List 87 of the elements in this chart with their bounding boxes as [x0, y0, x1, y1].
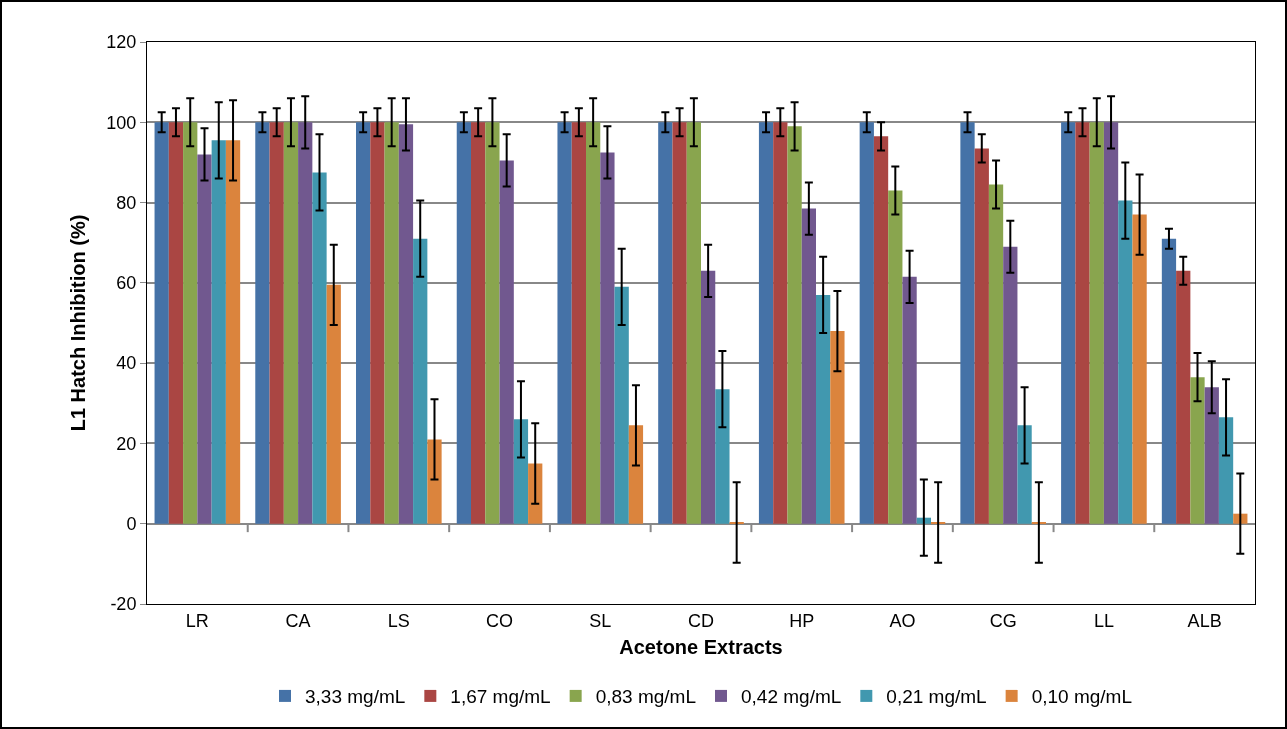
- y-tick-label: 100: [106, 112, 137, 133]
- bar: [859, 122, 874, 524]
- bar: [183, 122, 198, 524]
- bar: [211, 140, 226, 524]
- y-tick-label: 20: [116, 433, 137, 454]
- x-tick-label: AO: [889, 610, 916, 631]
- bar: [269, 122, 284, 524]
- bar: [902, 276, 917, 524]
- y-tick-label: -20: [110, 594, 137, 615]
- x-axis-title: Acetone Extracts: [619, 636, 783, 659]
- bar: [1161, 238, 1177, 524]
- bar: [1218, 417, 1234, 524]
- bar: [672, 122, 687, 524]
- bar: [456, 122, 472, 524]
- x-tick-label: HP: [789, 610, 815, 631]
- bar: [758, 122, 774, 524]
- y-tick-label: 80: [116, 192, 137, 213]
- bar: [1003, 246, 1018, 524]
- legend-label: 1,67 mg/mL: [450, 686, 551, 708]
- y-axis-title: L1 Hatch Inhibition (%): [66, 214, 89, 432]
- bar: [1089, 122, 1104, 524]
- legend-label: 0,21 mg/mL: [886, 686, 987, 708]
- bar: [298, 122, 313, 524]
- bar: [988, 184, 1004, 524]
- bar: [1132, 214, 1147, 524]
- bar: [628, 425, 644, 524]
- bar: [326, 284, 341, 524]
- bar: [485, 122, 500, 524]
- bar: [974, 148, 989, 524]
- bar: [787, 126, 802, 524]
- bar: [557, 122, 572, 524]
- bar: [830, 331, 845, 524]
- bar: [816, 294, 831, 524]
- y-tick-label: 40: [116, 353, 137, 374]
- bar: [398, 124, 414, 524]
- x-tick-label: ALB: [1187, 610, 1222, 631]
- bar: [1103, 122, 1119, 524]
- y-tick-label: 0: [126, 514, 137, 535]
- legend-label: 3,33 mg/mL: [305, 686, 406, 708]
- bar: [658, 122, 673, 524]
- bar: [370, 122, 385, 524]
- bar: [1017, 425, 1032, 524]
- bar: [571, 122, 586, 524]
- bar: [312, 172, 327, 524]
- bar: [154, 122, 169, 524]
- bar: [686, 122, 701, 524]
- bar: [255, 122, 270, 524]
- legend-label: 0,10 mg/mL: [1031, 686, 1132, 708]
- bar: [1118, 200, 1133, 524]
- y-tick-label: 120: [106, 32, 137, 53]
- bar: [197, 154, 212, 524]
- x-tick-label: CG: [989, 610, 1017, 631]
- bar: [1204, 387, 1219, 524]
- bar: [513, 419, 529, 524]
- bar: [1061, 122, 1076, 524]
- bar: [384, 122, 399, 524]
- bar: [888, 190, 903, 524]
- x-tick-label: LL: [1093, 610, 1114, 631]
- bar: [773, 122, 788, 524]
- bar: [715, 389, 730, 524]
- bar: [283, 122, 299, 524]
- bar: [701, 270, 716, 524]
- bar: [586, 122, 601, 524]
- y-tick-label: 60: [116, 273, 137, 294]
- bar: [600, 152, 615, 524]
- bar: [356, 122, 371, 524]
- x-tick-label: CO: [486, 610, 514, 631]
- legend-label: 0,42 mg/mL: [740, 686, 842, 708]
- bar: [1075, 122, 1090, 524]
- bar: [873, 136, 889, 524]
- x-tick-label: CD: [688, 610, 714, 631]
- bar: [168, 122, 184, 524]
- bar: [960, 122, 975, 524]
- x-tick-label: CA: [285, 610, 311, 631]
- x-tick-label: SL: [589, 610, 612, 631]
- bar: [499, 160, 514, 524]
- x-tick-label: LR: [185, 610, 209, 631]
- x-tick-label: LS: [387, 610, 410, 631]
- bar: [413, 238, 428, 524]
- legend-label: 0,83 mg/mL: [595, 686, 696, 708]
- bar: [471, 122, 486, 524]
- bar: [427, 439, 442, 524]
- bar: [1176, 270, 1191, 524]
- bar: [1190, 377, 1205, 524]
- bar: [801, 208, 816, 524]
- bar: [614, 286, 629, 524]
- bar: [225, 140, 241, 524]
